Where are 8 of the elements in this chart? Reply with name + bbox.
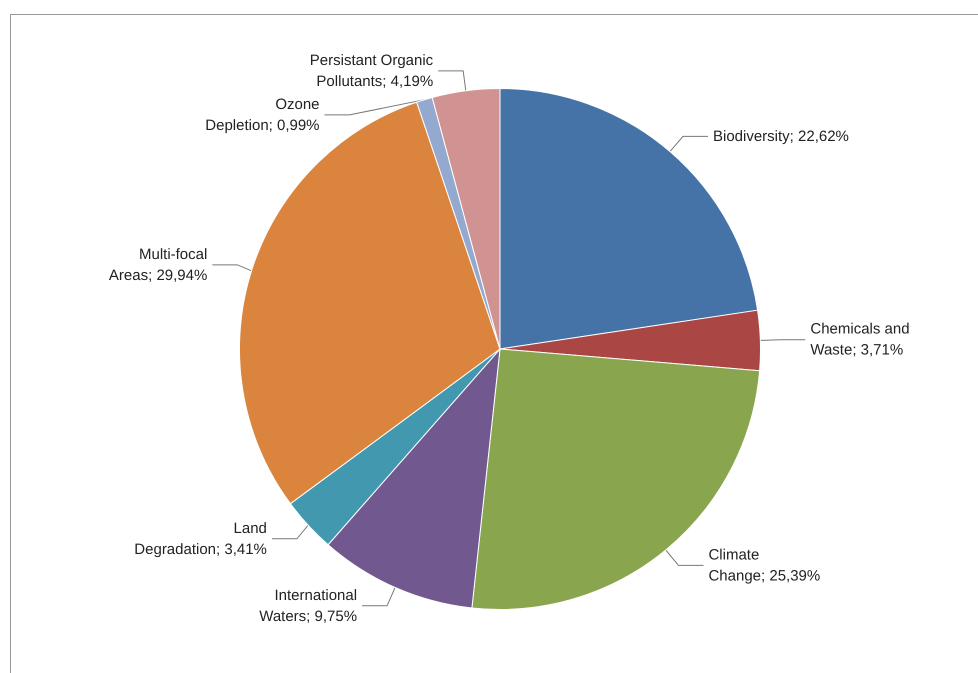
slice-label: Multi-focal Areas; 29,94%: [108, 246, 208, 284]
slice-label: Land Degradation; 3,41%: [134, 520, 267, 558]
slice-label: Climate Change; 25,39%: [708, 546, 820, 584]
slice-label: Persistant Organic Pollutants; 4,19%: [310, 52, 434, 90]
slice-label: Ozone Depletion; 0,99%: [205, 96, 320, 134]
slice-label: International Waters; 9,75%: [259, 586, 358, 625]
slice-label: Chemicals and Waste; 3,71%: [810, 320, 910, 359]
slice-label: Biodiversity; 22,62%: [712, 128, 849, 145]
